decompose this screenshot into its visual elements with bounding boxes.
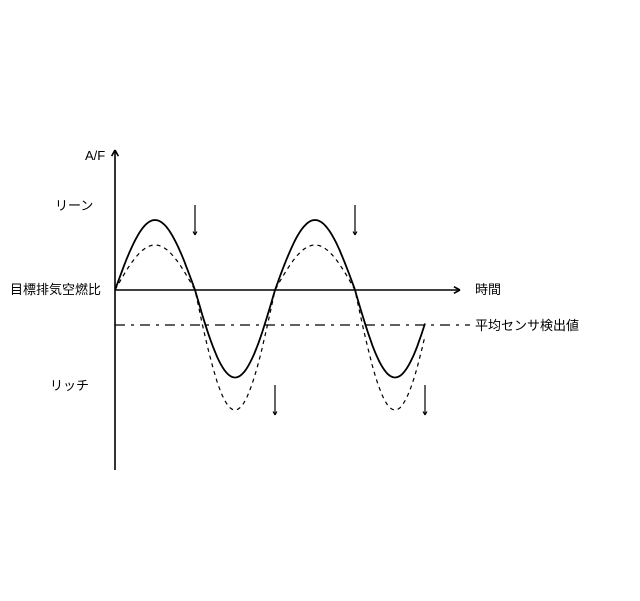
rich-label: リッチ	[50, 378, 89, 393]
avg-sensor-label: 平均センサ検出値	[475, 318, 579, 333]
lean-label: リーン	[55, 198, 93, 213]
x-axis-title: 時間	[475, 282, 501, 297]
solid-wave	[115, 220, 425, 378]
target-af-label: 目標排気空燃比	[10, 282, 101, 297]
dashed-wave	[115, 245, 425, 410]
y-axis-title: A/F	[85, 148, 105, 163]
